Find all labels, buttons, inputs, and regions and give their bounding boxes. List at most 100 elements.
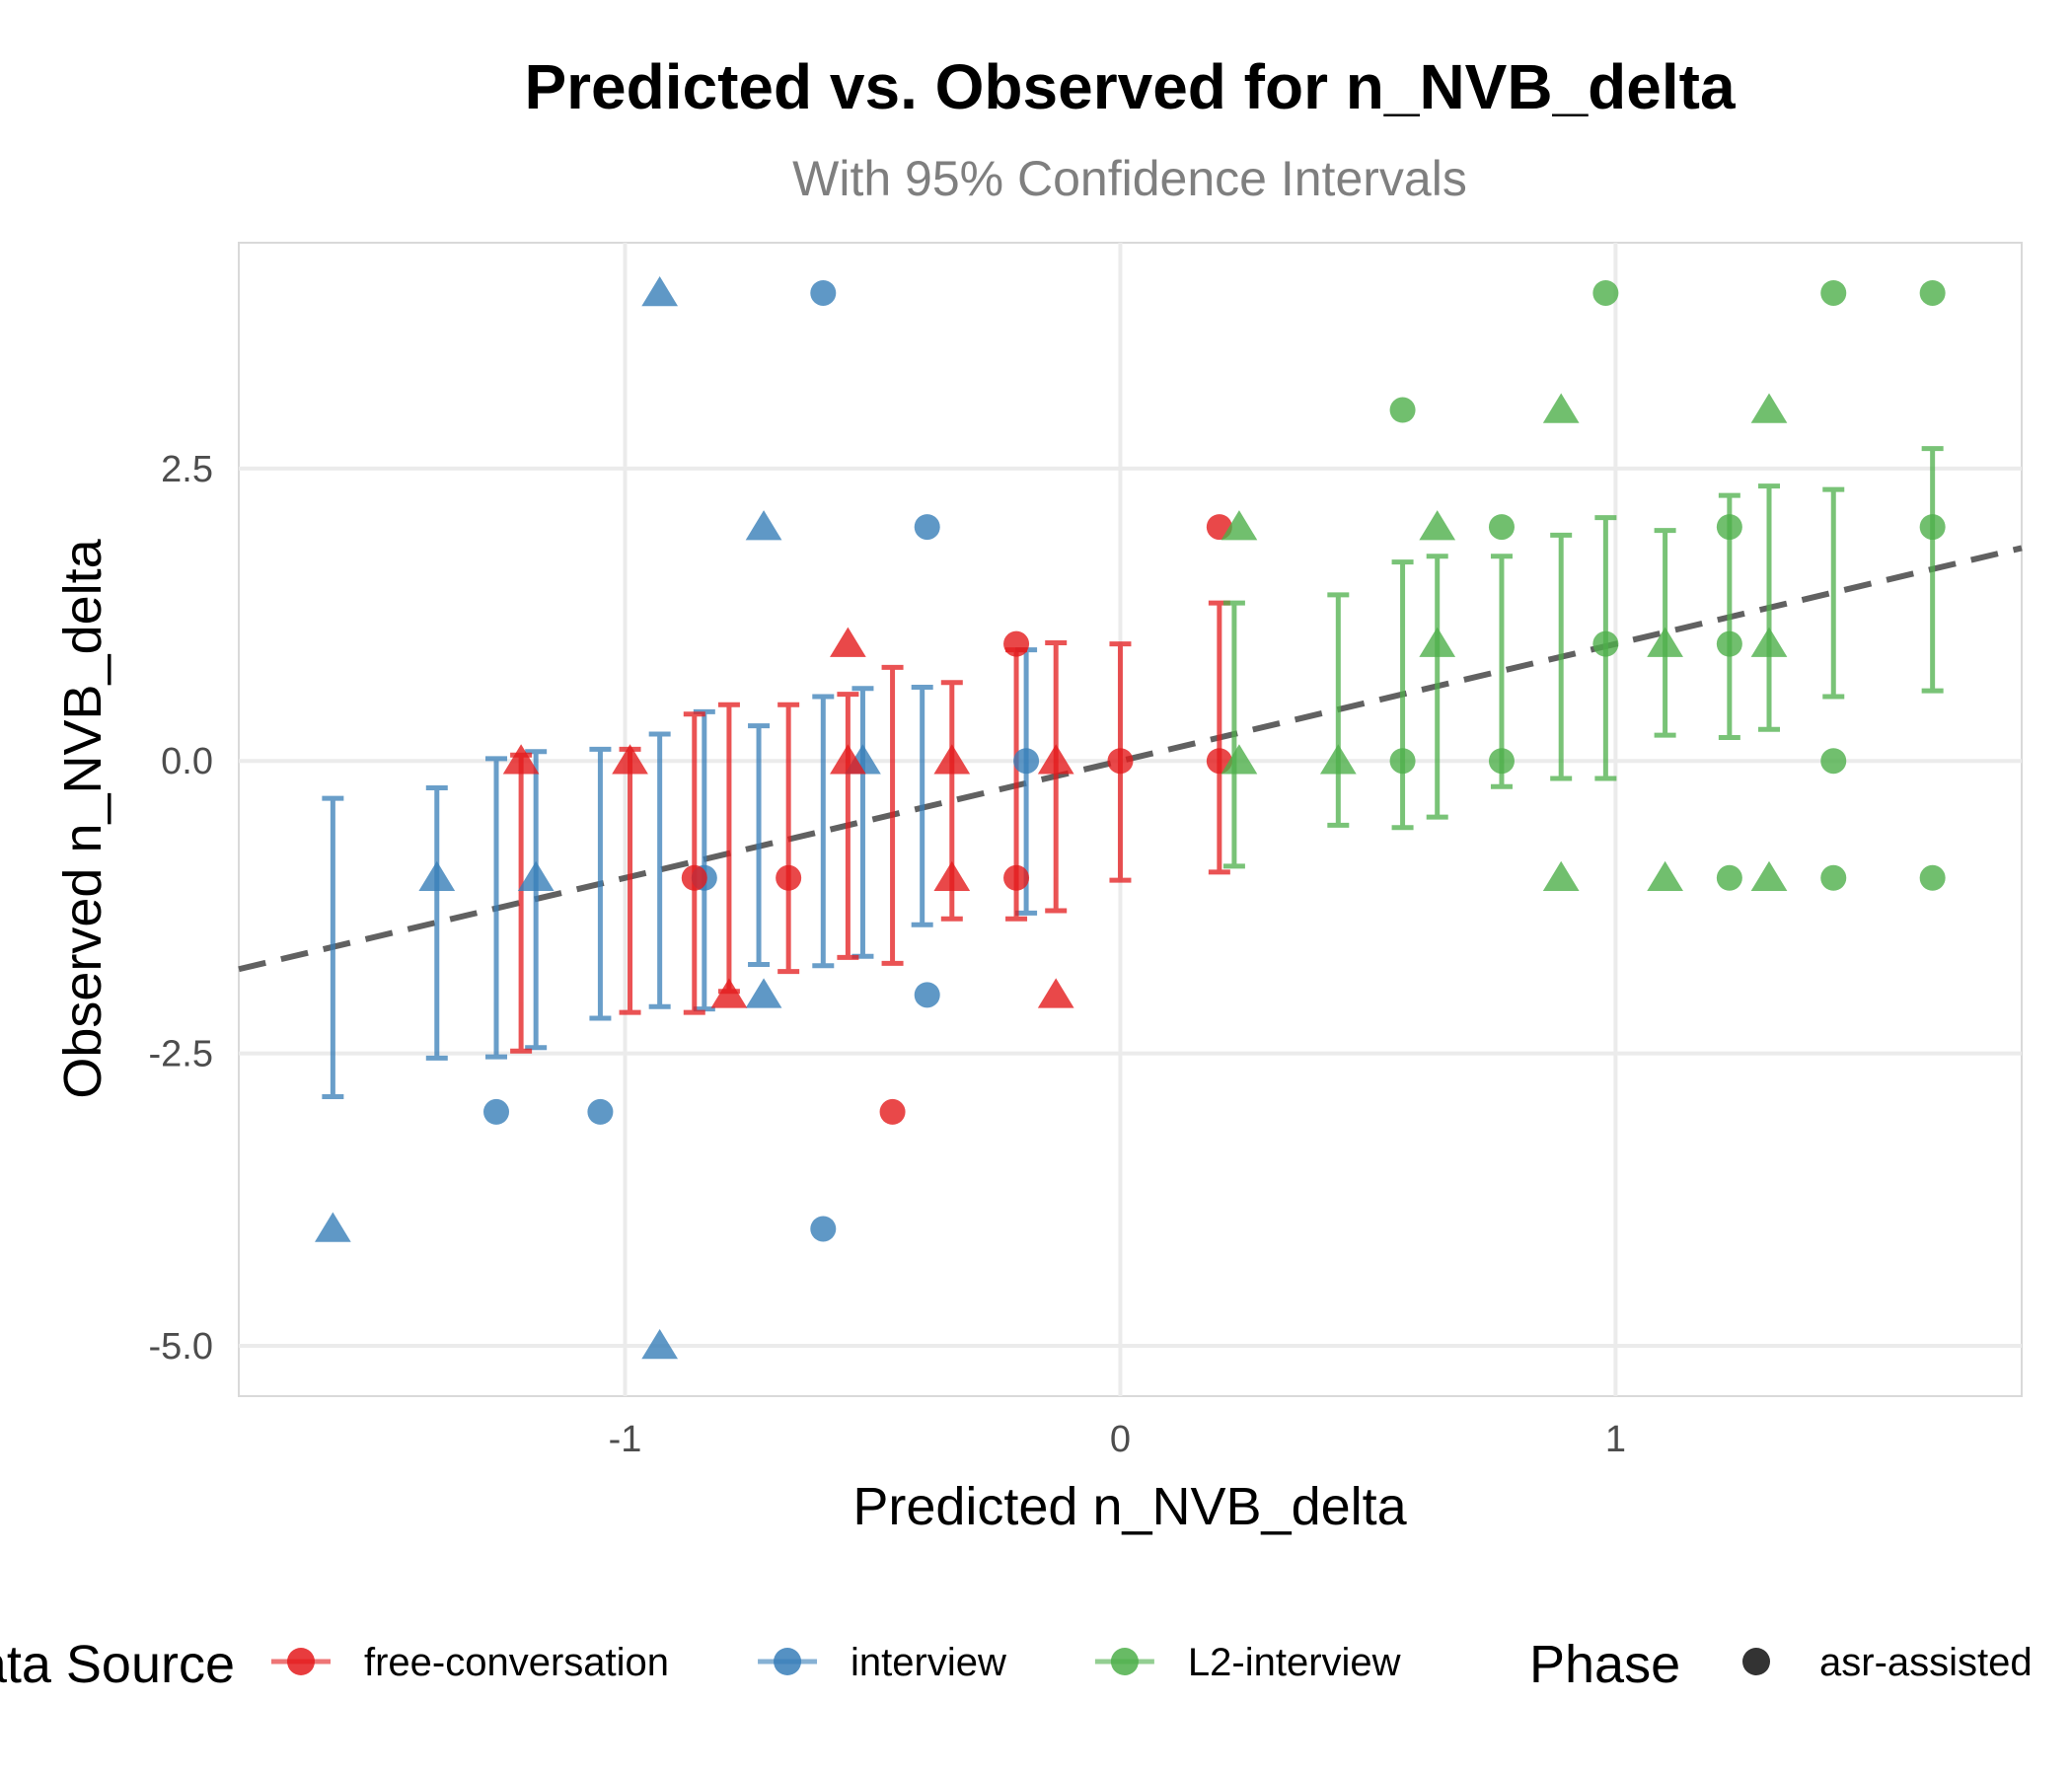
point-circle: [1488, 748, 1515, 775]
point-circle: [483, 1098, 510, 1125]
point-triangle: [1037, 978, 1074, 1008]
point-circle: [1389, 397, 1416, 423]
point-circle: [1592, 630, 1619, 657]
error-bar: [1222, 600, 1245, 869]
point-triangle: [745, 978, 782, 1008]
point-triangle: [517, 860, 555, 892]
point-triangle: [1319, 744, 1357, 775]
legend-label: asr-assisted: [1819, 1641, 2033, 1684]
error-bar: [425, 784, 448, 1061]
point-triangle: [1750, 393, 1788, 423]
error-bar: [1391, 559, 1414, 831]
point-circle: [1716, 630, 1742, 657]
point-triangle: [745, 510, 782, 541]
legend-title-source: Data Source: [0, 1635, 235, 1694]
error-bar: [485, 756, 508, 1060]
error-bar: [812, 694, 835, 969]
legend-key-interview: [774, 1648, 802, 1675]
legend-item-free-conversation: free-conversation: [271, 1641, 669, 1684]
point-triangle: [1419, 510, 1456, 541]
y-tick-label: 0.0: [161, 741, 213, 782]
point-triangle: [1647, 627, 1683, 657]
legend-title-phase: Phase: [1529, 1635, 1680, 1694]
y-tick-label: 2.5: [161, 449, 213, 490]
point-triangle: [1221, 744, 1258, 775]
point-triangle: [1221, 510, 1258, 541]
point-circle: [1919, 514, 1946, 541]
legend-key-free-conversation: [287, 1648, 315, 1675]
point-triangle: [1419, 627, 1456, 657]
y-tick-label: -2.5: [149, 1034, 213, 1075]
legend-label: interview: [851, 1641, 1006, 1684]
point-triangle: [641, 1329, 679, 1360]
error-bar: [1758, 483, 1781, 732]
error-bar: [525, 749, 548, 1051]
error-bar: [1550, 532, 1573, 781]
point-circle: [1820, 864, 1847, 891]
point-circle: [1013, 748, 1040, 775]
x-axis-title: Predicted n_NVB_delta: [852, 1477, 1407, 1536]
point-triangle: [1647, 860, 1683, 892]
point-triangle: [933, 744, 971, 775]
point-circle: [810, 279, 837, 306]
error-bar: [589, 746, 612, 1021]
error-bar: [1921, 446, 1944, 694]
point-triangle: [641, 275, 679, 307]
point-circle: [1716, 514, 1742, 541]
point-triangle: [1037, 744, 1074, 775]
point-circle: [1919, 864, 1946, 891]
error-bar: [683, 711, 705, 1015]
point-circle: [879, 1098, 906, 1125]
error-bar: [322, 795, 344, 1099]
point-circle: [1592, 279, 1619, 306]
error-bar: [837, 692, 859, 960]
legend-key-phase-circle: [1742, 1648, 1770, 1675]
error-bar: [1045, 639, 1068, 914]
point-circle: [1820, 748, 1847, 775]
chart-subtitle: With 95% Confidence Intervals: [792, 151, 1467, 206]
point-triangle: [502, 744, 540, 775]
error-bar: [1327, 592, 1350, 828]
point-triangle: [612, 744, 648, 775]
point-triangle: [1750, 860, 1788, 892]
point-circle: [914, 514, 940, 541]
point-triangle: [1542, 860, 1580, 892]
error-bar: [748, 723, 771, 968]
point-circle: [1003, 630, 1030, 657]
point-circle: [1488, 514, 1515, 541]
data-points: [315, 275, 1946, 1360]
point-triangle: [418, 860, 456, 892]
x-tick-label: 1: [1605, 1419, 1626, 1460]
point-circle: [1389, 748, 1416, 775]
plot-panel: [238, 242, 2023, 1397]
point-circle: [810, 1216, 837, 1242]
legend-label: free-conversation: [364, 1641, 669, 1684]
point-circle: [914, 982, 940, 1008]
error-bar: [777, 702, 800, 975]
point-circle: [1919, 279, 1946, 306]
point-circle: [1107, 748, 1134, 775]
y-axis-title: Observed n_NVB_delta: [53, 538, 112, 1098]
legend-label: L2-interview: [1188, 1641, 1401, 1684]
point-triangle: [830, 627, 866, 657]
point-triangle: [710, 978, 748, 1008]
point-triangle: [1750, 627, 1788, 657]
legend-item-interview: interview: [758, 1641, 1006, 1684]
error-bar: [1822, 486, 1845, 700]
error-bar: [881, 664, 904, 966]
error-bar: [1426, 554, 1448, 820]
point-circle: [1003, 864, 1030, 891]
x-tick-label: -1: [609, 1419, 642, 1460]
point-circle: [776, 864, 802, 891]
chart-title: Predicted vs. Observed for n_NVB_delta: [524, 51, 1736, 122]
point-circle: [587, 1098, 614, 1125]
point-triangle: [1542, 393, 1580, 423]
x-tick-label: 0: [1110, 1419, 1131, 1460]
point-triangle: [830, 744, 866, 775]
legend-item-l2-interview: L2-interview: [1094, 1641, 1401, 1684]
point-circle: [681, 864, 707, 891]
point-triangle: [315, 1212, 351, 1242]
y-tick-label: -5.0: [149, 1326, 213, 1368]
legend: Data Source Phase free-conversation inter…: [0, 1635, 2033, 1694]
